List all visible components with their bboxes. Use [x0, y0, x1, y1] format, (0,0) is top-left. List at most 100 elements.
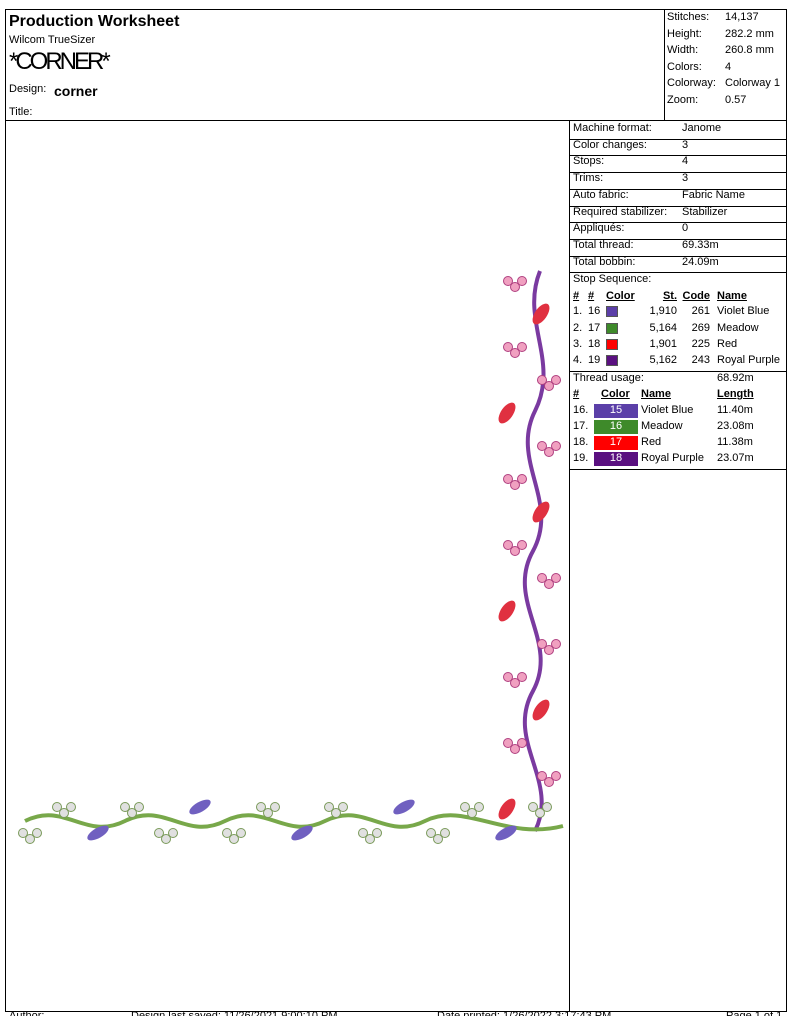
- thread-length: 23.07m: [717, 452, 754, 465]
- machine-value: 3: [682, 138, 689, 151]
- flower: [503, 738, 513, 748]
- flower: [127, 808, 137, 818]
- flower: [535, 808, 545, 818]
- flower: [256, 802, 266, 812]
- flower: [517, 540, 527, 550]
- thread-length: 11.40m: [717, 403, 753, 416]
- design-label: Design:: [9, 83, 47, 95]
- footer-saved: Design last saved: 11/26/2021 9:00:10 PM: [131, 1010, 338, 1016]
- flower: [433, 834, 443, 844]
- thread-swatch: 16: [594, 419, 638, 434]
- flower: [544, 447, 554, 457]
- flower: [517, 474, 527, 484]
- flower: [510, 480, 520, 490]
- leaf: [189, 799, 211, 815]
- stop-header: Name: [717, 290, 747, 302]
- stop-code: 225: [691, 337, 710, 350]
- flower: [544, 381, 554, 391]
- stop-num: 1.: [573, 305, 583, 318]
- thread-swatch: 15: [594, 403, 638, 418]
- leaf: [291, 825, 313, 841]
- machine-label: Total thread:: [573, 238, 634, 251]
- thread-num: 16.: [573, 403, 589, 416]
- flower: [542, 802, 552, 812]
- stop-needle: 16: [588, 305, 601, 318]
- machine-label: Total bobbin:: [573, 255, 636, 268]
- flower: [503, 276, 513, 286]
- stop-num: 4.: [573, 354, 583, 367]
- row-divider: [569, 468, 787, 470]
- stop-needle: 19: [588, 354, 601, 367]
- flower: [154, 828, 164, 838]
- footer-author: Author:: [9, 1010, 45, 1016]
- machine-value: 69.33m: [682, 238, 719, 251]
- flower: [168, 828, 178, 838]
- title: Production Worksheet: [9, 13, 180, 30]
- stat-label: Height:: [667, 27, 702, 40]
- row-divider: [569, 370, 787, 372]
- flower: [52, 802, 62, 812]
- flower: [517, 342, 527, 352]
- stop-stitches: 1,910: [649, 305, 677, 318]
- row-divider: [569, 238, 787, 240]
- software: Wilcom TrueSizer: [9, 34, 96, 46]
- flower: [161, 834, 171, 844]
- flower: [25, 834, 35, 844]
- flower: [120, 802, 130, 812]
- design-name: corner: [54, 83, 98, 99]
- thread-title: Thread usage:: [573, 371, 644, 384]
- stop-swatch: [606, 355, 618, 367]
- footer-page: Page 1 of 1: [726, 1010, 783, 1016]
- stat-value: Colorway 1: [725, 77, 781, 89]
- flower: [537, 573, 547, 583]
- flower: [510, 348, 520, 358]
- stat-label: Stitches:: [667, 11, 710, 23]
- flower: [551, 573, 561, 583]
- leaf: [532, 501, 550, 523]
- flower: [338, 802, 348, 812]
- row-divider: [569, 138, 787, 140]
- flower: [544, 579, 554, 589]
- flower: [510, 744, 520, 754]
- thread-header: Color: [601, 388, 630, 401]
- leaf: [532, 699, 550, 721]
- stat-label: Width:: [667, 44, 699, 56]
- leaf: [87, 825, 109, 841]
- flower: [528, 802, 538, 812]
- stop-needle: 17: [588, 321, 601, 334]
- stop-stitches: 1,901: [649, 337, 677, 350]
- thread-length: 11.38m: [717, 436, 753, 449]
- flower: [537, 771, 547, 781]
- stop-name: Red: [717, 337, 738, 350]
- stop-stitches: 5,162: [649, 354, 677, 367]
- stop-name: Violet Blue: [717, 305, 770, 318]
- flower: [365, 834, 375, 844]
- machine-label: Stops:: [573, 155, 605, 168]
- stat-value: 260.8 mm: [725, 44, 774, 56]
- design-display: *CORNER*: [9, 48, 111, 75]
- flower: [324, 802, 334, 812]
- title-label: Title:: [9, 106, 33, 118]
- thread-name: Royal Purple: [641, 452, 704, 465]
- flower: [510, 282, 520, 292]
- flower: [229, 834, 239, 844]
- flower: [331, 808, 341, 818]
- flower: [236, 828, 246, 838]
- row-divider: [569, 272, 787, 274]
- stop-header: St.: [662, 290, 677, 302]
- machine-label: Appliqués:: [573, 222, 625, 235]
- thread-total: 68.92m: [717, 371, 754, 384]
- machine-value: 4: [682, 155, 689, 168]
- row-divider: [569, 222, 787, 224]
- stop-stitches: 5,164: [649, 321, 677, 334]
- leaf: [532, 303, 550, 325]
- thread-swatch: 17: [594, 436, 638, 451]
- flower: [426, 828, 436, 838]
- flower: [59, 808, 69, 818]
- flower: [32, 828, 42, 838]
- flower: [474, 802, 484, 812]
- footer-printed: Date printed: 1/26/2022 3:17:43 PM: [437, 1010, 612, 1016]
- stop-name: Royal Purple: [717, 354, 780, 367]
- machine-value: 3: [682, 172, 689, 185]
